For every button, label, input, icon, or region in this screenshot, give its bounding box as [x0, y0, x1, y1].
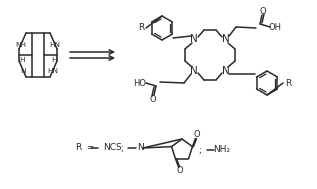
Text: NCS: NCS [104, 143, 122, 153]
Text: O: O [260, 6, 266, 15]
Text: H: H [51, 57, 57, 63]
Text: N: N [222, 34, 230, 44]
Text: HN: HN [48, 68, 59, 74]
Text: OH: OH [268, 22, 281, 32]
Text: R: R [285, 78, 291, 88]
Text: HO: HO [133, 78, 146, 88]
Text: R: R [138, 23, 144, 33]
Text: N: N [20, 68, 26, 74]
Text: R: R [75, 143, 81, 153]
Text: N: N [190, 66, 198, 76]
Text: O: O [176, 166, 183, 175]
Text: =: = [84, 143, 94, 153]
Text: O: O [193, 130, 200, 139]
Text: N: N [190, 34, 198, 44]
Text: ;: ; [198, 146, 201, 154]
Text: H: H [19, 57, 25, 63]
Text: N: N [222, 66, 230, 76]
Text: NH₂: NH₂ [213, 146, 230, 154]
Text: O: O [150, 94, 156, 104]
Text: HN: HN [49, 42, 61, 48]
Text: NH: NH [16, 42, 27, 48]
Text: N: N [137, 143, 143, 153]
Text: ;: ; [120, 143, 123, 153]
